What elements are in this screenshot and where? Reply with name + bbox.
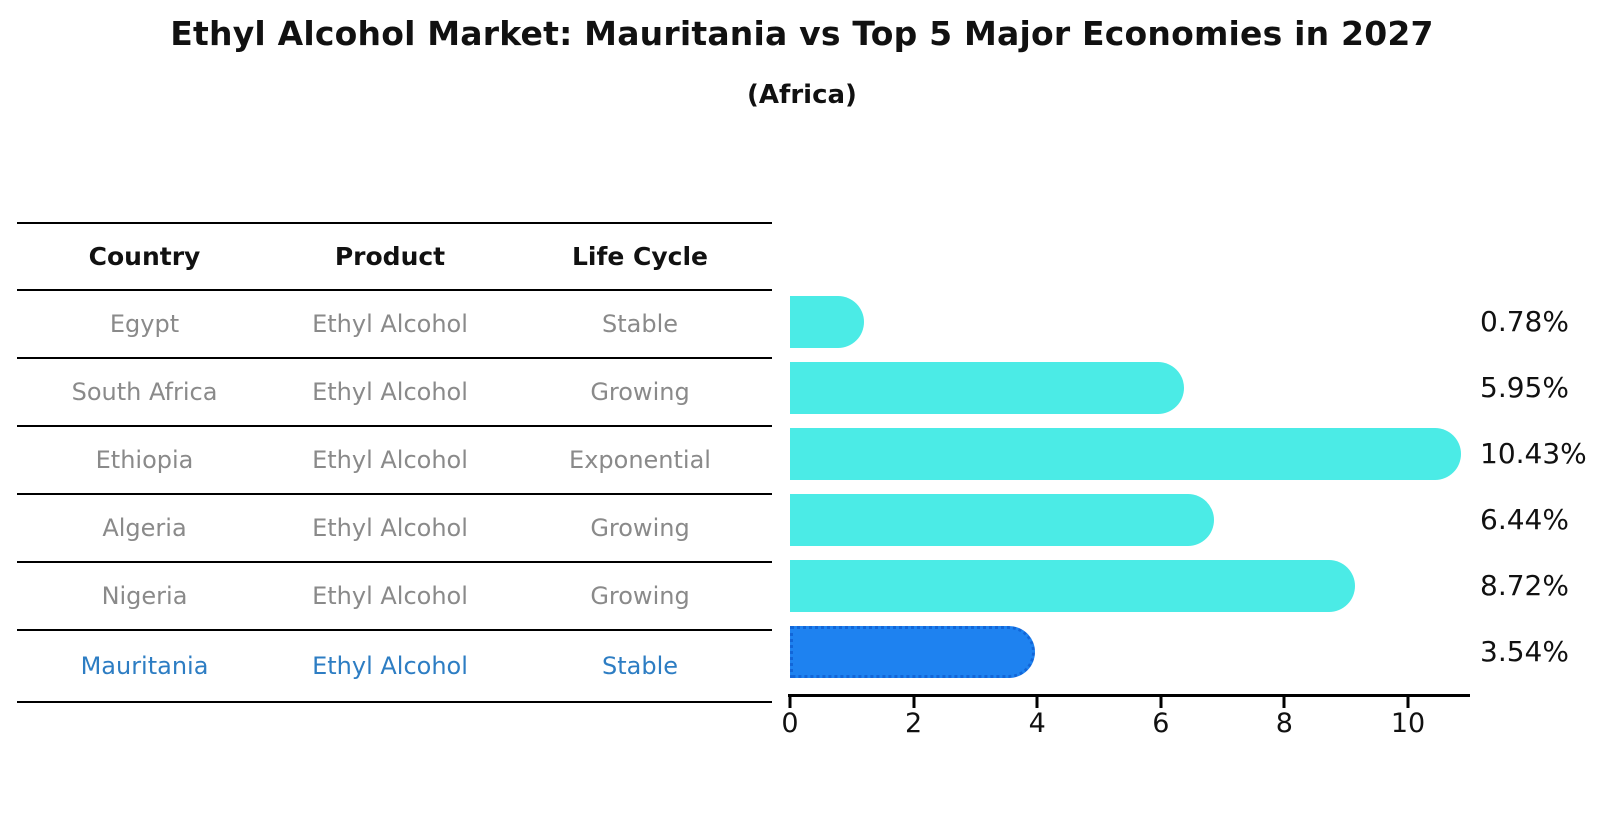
cell-product: Ethyl Alcohol [312, 514, 468, 542]
cell-life-cycle: Growing [590, 514, 690, 542]
cell-country: Mauritania [80, 652, 209, 680]
page-subtitle: (Africa) [747, 80, 857, 110]
bar-ethiopia [790, 428, 1461, 480]
x-tick [1035, 697, 1039, 708]
column-header-country: Country [88, 242, 201, 271]
x-tick-label: 10 [1390, 708, 1426, 739]
x-tick-label: 8 [1275, 708, 1293, 739]
bar-algeria [790, 494, 1214, 546]
table-header-row: Country Product Life Cycle [17, 224, 772, 291]
cell-life-cycle: Growing [590, 582, 690, 610]
cell-life-cycle: Stable [601, 652, 679, 680]
cell-product: Ethyl Alcohol [312, 582, 468, 610]
cell-product: Ethyl Alcohol [312, 652, 468, 680]
value-label-nigeria: 8.72% [1480, 569, 1569, 602]
cell-product: Ethyl Alcohol [312, 378, 468, 406]
x-tick-label: 4 [1028, 708, 1046, 739]
value-label-egypt: 0.78% [1480, 305, 1569, 338]
cell-product: Ethyl Alcohol [312, 310, 468, 338]
table-row: Nigeria Ethyl Alcohol Growing [17, 563, 772, 631]
value-label-south-africa: 5.95% [1480, 371, 1569, 404]
bar-nigeria [790, 560, 1355, 612]
x-tick-label: 0 [781, 708, 799, 739]
cell-life-cycle: Exponential [569, 446, 711, 474]
cell-life-cycle: Growing [590, 378, 690, 406]
x-tick [788, 697, 792, 708]
cell-country: Egypt [109, 310, 180, 338]
table-row: Ethiopia Ethyl Alcohol Exponential [17, 427, 772, 495]
table-row: Mauritania Ethyl Alcohol Stable [17, 631, 772, 701]
column-header-product: Product [334, 242, 446, 271]
x-tick [1282, 697, 1286, 708]
x-tick-label: 2 [905, 708, 923, 739]
x-tick-label: 6 [1152, 708, 1170, 739]
cell-country: Algeria [102, 514, 187, 542]
column-header-life-cycle: Life Cycle [571, 242, 709, 271]
table-row: South Africa Ethyl Alcohol Growing [17, 359, 772, 427]
market-table: Country Product Life Cycle Egypt Ethyl A… [17, 222, 772, 703]
bar-mauritania [790, 626, 1035, 678]
page-title: Ethyl Alcohol Market: Mauritania vs Top … [170, 14, 1434, 53]
bar-south-africa [790, 362, 1184, 414]
value-label-ethiopia: 10.43% [1480, 437, 1587, 470]
table-row: Algeria Ethyl Alcohol Growing [17, 495, 772, 563]
x-tick [1159, 697, 1163, 708]
cell-country: Nigeria [101, 582, 188, 610]
value-label-algeria: 6.44% [1480, 503, 1569, 536]
bar-egypt [790, 296, 864, 348]
cell-country: South Africa [71, 378, 218, 406]
cell-life-cycle: Stable [601, 310, 679, 338]
x-tick [912, 697, 916, 708]
x-tick [1406, 697, 1410, 708]
x-axis-line [788, 694, 1470, 697]
cell-country: Ethiopia [95, 446, 194, 474]
table-row: Egypt Ethyl Alcohol Stable [17, 291, 772, 359]
value-label-mauritania: 3.54% [1480, 635, 1569, 668]
cell-product: Ethyl Alcohol [312, 446, 468, 474]
